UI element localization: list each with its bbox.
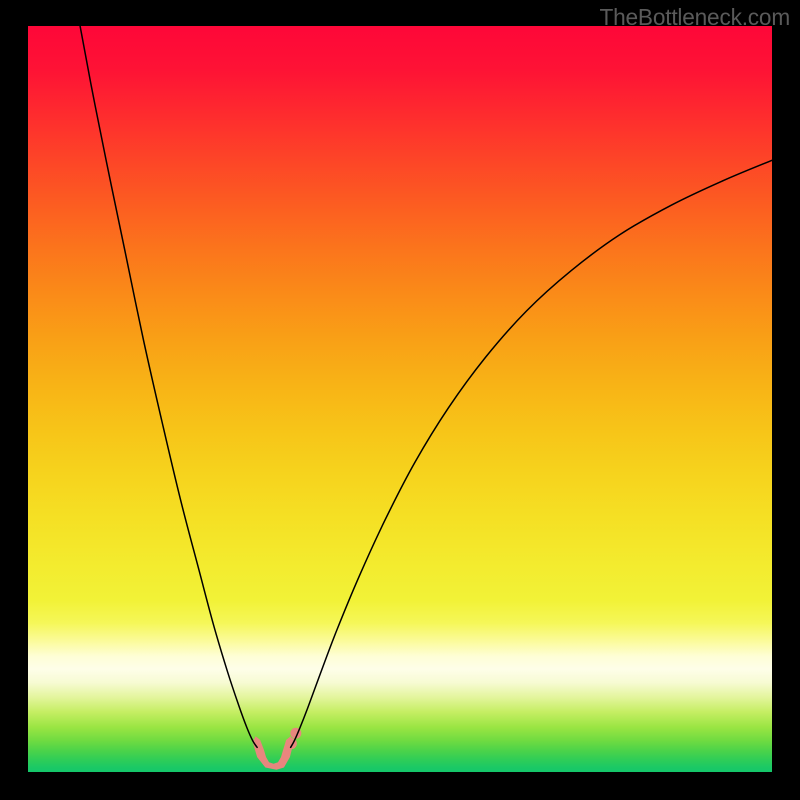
- chart-background: [28, 26, 772, 772]
- chart-svg: [28, 26, 772, 772]
- stage: TheBottleneck.com: [0, 0, 800, 800]
- chart-area: [28, 26, 772, 772]
- source-watermark: TheBottleneck.com: [599, 4, 790, 31]
